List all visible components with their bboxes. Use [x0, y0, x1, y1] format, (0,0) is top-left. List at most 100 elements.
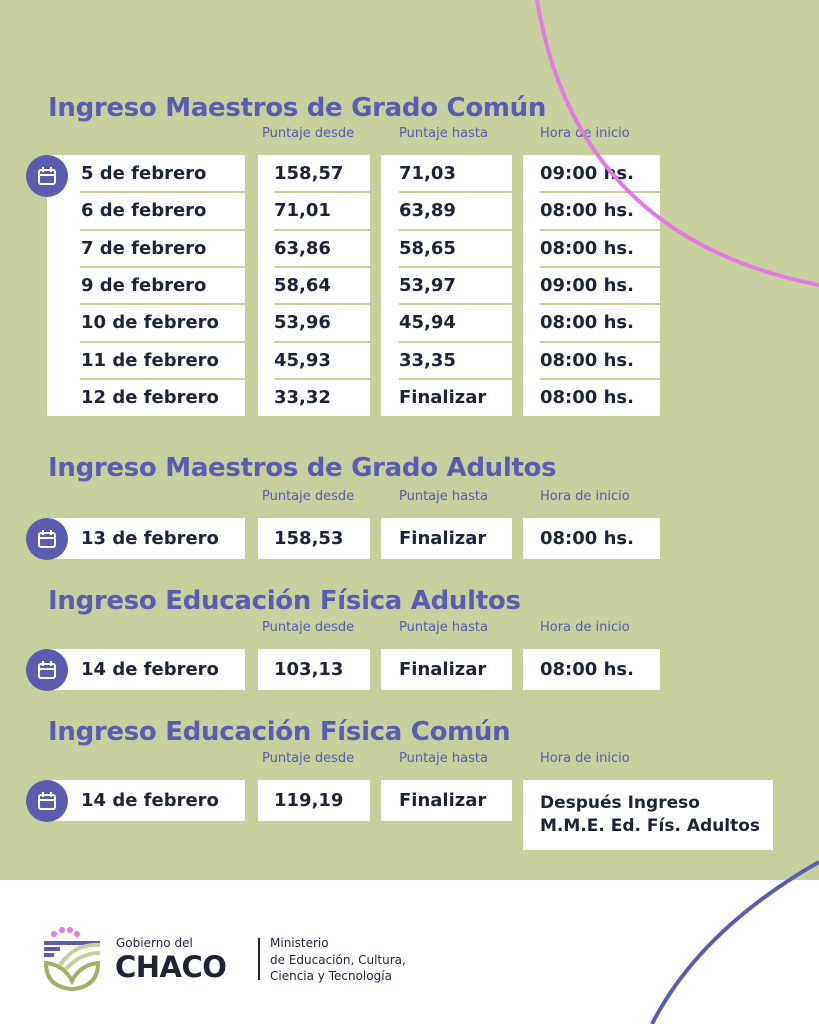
- cell-hora: 08:00 hs.: [540, 200, 634, 222]
- cell-hora: 08:00 hs.: [540, 386, 634, 408]
- cell-desde: 119,19: [274, 790, 344, 811]
- cell-fecha: 9 de febrero: [81, 275, 207, 297]
- column-box-hasta: [381, 518, 512, 559]
- row-separator: [399, 303, 512, 306]
- row-separator: [399, 228, 512, 231]
- divider: [258, 938, 260, 980]
- row-separator: [399, 191, 512, 194]
- row-separator: [274, 265, 370, 268]
- column-box-fecha: [47, 155, 245, 417]
- cell-desde: 58,64: [274, 275, 331, 297]
- cell-hora: 09:00 hs.: [540, 275, 634, 297]
- row-separator: [274, 377, 370, 380]
- column-box-hasta: [381, 780, 512, 821]
- cell-fecha: 14 de febrero: [81, 790, 219, 811]
- cell-fecha: 6 de febrero: [81, 200, 207, 222]
- cell-desde: 71,01: [274, 200, 331, 222]
- section-title: Ingreso Educación Física Común: [48, 717, 511, 747]
- row-separator: [80, 265, 245, 268]
- cell-hasta: Finalizar: [399, 386, 487, 408]
- row-separator: [540, 377, 660, 380]
- cell-hasta: 53,97: [399, 275, 456, 297]
- row-separator: [399, 265, 512, 268]
- column-box-hasta: [381, 155, 512, 417]
- cell-hora: 08:00 hs.: [540, 349, 634, 371]
- row-separator: [80, 191, 245, 194]
- cell-hasta: Finalizar: [399, 659, 487, 680]
- cell-desde: 158,57: [274, 163, 344, 185]
- calendar-icon: [26, 155, 68, 197]
- cell-hasta: 33,35: [399, 349, 456, 371]
- column-box-desde: [258, 780, 370, 821]
- row-separator: [540, 340, 660, 343]
- column-box-desde: [258, 155, 370, 417]
- header-desde: Puntaje desde: [262, 489, 355, 504]
- cell-hasta: 58,65: [399, 237, 456, 259]
- cell-hora: 09:00 hs.: [540, 163, 634, 185]
- row-separator: [80, 340, 245, 343]
- column-box-fecha: [47, 518, 245, 559]
- column-box-hora: [523, 649, 660, 690]
- cell-hasta: 63,89: [399, 200, 456, 222]
- row-separator: [540, 303, 660, 306]
- cell-fecha: 7 de febrero: [81, 237, 207, 259]
- cell-desde: 103,13: [274, 659, 344, 680]
- cell-fecha: 11 de febrero: [81, 349, 219, 371]
- calendar-icon: [26, 649, 68, 691]
- footer: Gobierno del CHACO Ministerio de Educaci…: [0, 880, 819, 1024]
- row-separator: [274, 228, 370, 231]
- cell-fecha: 5 de febrero: [81, 163, 207, 185]
- cell-hora: 08:00 hs.: [540, 237, 634, 259]
- header-hasta: Puntaje hasta: [399, 489, 488, 504]
- chaco-logo: [43, 927, 101, 992]
- header-hora: Hora de inicio: [540, 620, 630, 635]
- cell-hora: Después Ingreso M.M.E. Ed. Fís. Adultos: [540, 793, 761, 836]
- ministry-1: Ministerio: [270, 936, 329, 950]
- header-desde: Puntaje desde: [262, 620, 355, 635]
- cell-hora: 08:00 hs.: [540, 659, 634, 680]
- cell-fecha: 13 de febrero: [81, 528, 219, 549]
- column-box-fecha: [47, 649, 245, 690]
- cell-fecha: 12 de febrero: [81, 386, 219, 408]
- section-title: Ingreso Maestros de Grado Común: [48, 93, 547, 123]
- header-hora: Hora de inicio: [540, 751, 630, 766]
- header-hora: Hora de inicio: [540, 126, 630, 141]
- row-separator: [274, 340, 370, 343]
- column-box-hasta: [381, 649, 512, 690]
- row-separator: [399, 377, 512, 380]
- column-box-hora: [523, 780, 773, 850]
- header-desde: Puntaje desde: [262, 751, 355, 766]
- gov-small: Gobierno del: [116, 936, 193, 950]
- column-box-desde: [258, 518, 370, 559]
- cell-desde: 45,93: [274, 349, 331, 371]
- cell-hora: 08:00 hs.: [540, 312, 634, 334]
- calendar-icon: [26, 780, 68, 822]
- ministry-2: de Educación, Cultura,: [270, 953, 406, 967]
- ministry-3: Ciencia y Tecnología: [270, 969, 392, 983]
- header-hasta: Puntaje hasta: [399, 751, 488, 766]
- header-desde: Puntaje desde: [262, 126, 355, 141]
- cell-desde: 33,32: [274, 386, 331, 408]
- row-separator: [399, 340, 512, 343]
- cell-hasta: 45,94: [399, 312, 456, 334]
- row-separator: [80, 228, 245, 231]
- row-separator: [274, 191, 370, 194]
- cell-hasta: 71,03: [399, 163, 456, 185]
- cell-fecha: 14 de febrero: [81, 659, 219, 680]
- header-hasta: Puntaje hasta: [399, 620, 488, 635]
- calendar-icon: [26, 518, 68, 560]
- row-separator: [80, 303, 245, 306]
- column-box-fecha: [47, 780, 245, 821]
- row-separator: [274, 303, 370, 306]
- cell-desde: 158,53: [274, 528, 344, 549]
- header-hasta: Puntaje hasta: [399, 126, 488, 141]
- row-separator: [80, 377, 245, 380]
- header-hora: Hora de inicio: [540, 489, 630, 504]
- section-title: Ingreso Educación Física Adultos: [48, 586, 521, 616]
- cell-desde: 53,96: [274, 312, 331, 334]
- cell-hasta: Finalizar: [399, 528, 487, 549]
- cell-hasta: Finalizar: [399, 790, 487, 811]
- cell-desde: 63,86: [274, 237, 331, 259]
- cell-hora: 08:00 hs.: [540, 528, 634, 549]
